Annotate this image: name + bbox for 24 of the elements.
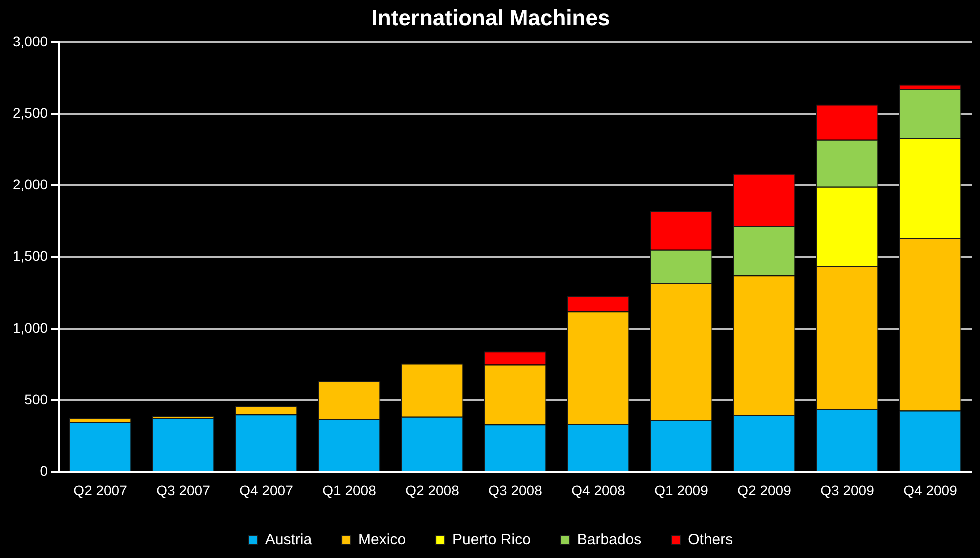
- x-tick-label: Q3 2009: [820, 482, 875, 498]
- x-tick-label: Q2 2009: [738, 482, 792, 498]
- legend-label: Others: [688, 532, 734, 549]
- x-tick-label: Q3 2007: [156, 482, 211, 498]
- x-tick-label: Q2 2007: [74, 482, 128, 498]
- x-tick-label: Q2 2008: [406, 482, 460, 498]
- y-tick-label: 0: [40, 463, 48, 480]
- x-tick-label: Q4 2008: [572, 482, 626, 498]
- legend-label: Barbados: [577, 532, 642, 549]
- y-tick-label: 500: [24, 391, 48, 408]
- y-tick-label: 2,000: [12, 176, 48, 193]
- chart-title: International Machines: [372, 5, 610, 30]
- x-tick-label: Q4 2007: [240, 482, 294, 498]
- x-tick-label: Q4 2009: [904, 482, 958, 498]
- y-tick-label: 3,000: [12, 33, 48, 50]
- y-tick-label: 2,500: [12, 104, 48, 121]
- y-tick-label: 1,500: [12, 248, 48, 264]
- x-tick-label: Q1 2008: [322, 482, 377, 498]
- x-tick-label: Q1 2009: [654, 482, 709, 498]
- y-tick-label: 1,000: [12, 320, 48, 336]
- x-tick-label: Q3 2008: [488, 482, 543, 498]
- legend-label: Austria: [265, 532, 313, 549]
- legend-label: Puerto Rico: [452, 532, 531, 549]
- legend-label: Mexico: [358, 532, 406, 549]
